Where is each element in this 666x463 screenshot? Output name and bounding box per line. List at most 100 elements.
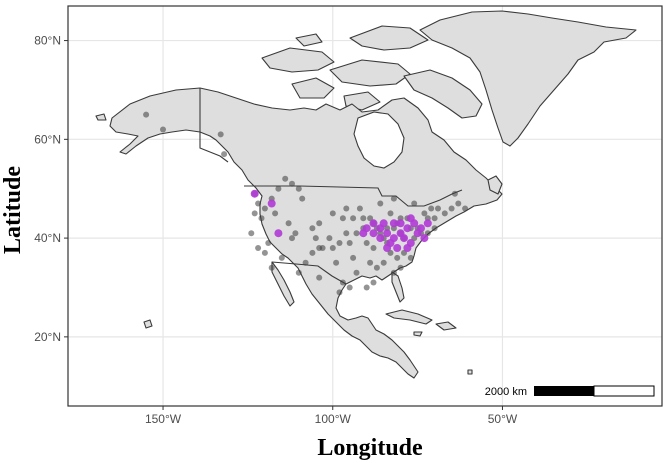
highlighted-occurrence-point <box>359 229 368 238</box>
occurrence-point <box>336 289 343 296</box>
occurrence-point <box>295 269 302 276</box>
scale-bar: 2000 km <box>485 385 655 398</box>
occurrence-point <box>316 220 323 227</box>
scale-bar-label: 2000 km <box>485 386 527 398</box>
occurrence-point <box>255 245 262 251</box>
occurrence-point <box>309 249 316 256</box>
arctic-island <box>329 59 411 87</box>
occurrence-point <box>356 205 363 212</box>
occurrence-point <box>265 240 272 246</box>
occurrence-point <box>421 210 428 217</box>
highlighted-occurrence-point <box>400 234 408 243</box>
occurrence-point <box>326 235 333 242</box>
hudson-bay <box>353 111 405 169</box>
highlighted-occurrence-point <box>369 219 378 228</box>
occurrence-point <box>448 205 455 212</box>
y-tick-label: 60°N <box>34 132 61 146</box>
occurrence-point <box>360 215 367 222</box>
occurrence-point <box>370 245 377 251</box>
greenland <box>419 10 637 147</box>
occurrence-point <box>261 249 268 256</box>
highlighted-occurrence-point <box>383 229 392 238</box>
baffin-island <box>403 69 483 119</box>
newfoundland <box>487 175 503 195</box>
arctic-island <box>261 47 335 73</box>
occurrence-point <box>295 185 302 192</box>
occurrence-point <box>261 205 268 212</box>
occurrence-point <box>255 200 262 207</box>
occurrence-point <box>428 205 435 212</box>
border-layer <box>199 88 463 285</box>
highlighted-occurrence-point <box>250 189 259 198</box>
occurrence-point <box>363 284 370 291</box>
highlighted-occurrence-point <box>420 234 429 243</box>
highlighted-occurrence-point <box>379 219 388 228</box>
occurrence-point <box>387 210 394 217</box>
cuba <box>385 309 433 325</box>
x-axis-title: Longitude <box>317 435 423 461</box>
occurrence-point <box>346 284 353 291</box>
occurrence-point <box>302 259 309 266</box>
occurrence-point <box>363 240 370 246</box>
occurrence-point <box>394 254 401 261</box>
occurrence-point <box>272 210 279 217</box>
jamaica <box>413 331 423 337</box>
scale-bar-white-segment <box>593 385 655 397</box>
occurrence-point <box>390 195 397 202</box>
occurrence-point <box>455 200 462 207</box>
y-axis-title: Latitude <box>0 166 26 254</box>
highlighted-occurrence-point <box>274 229 283 238</box>
occurrence-point <box>441 210 448 217</box>
occurrence-point <box>339 215 346 222</box>
highlighted-occurrence-point <box>383 244 392 252</box>
highlighted-occurrence-point <box>396 219 405 228</box>
occurrence-point <box>336 240 343 246</box>
alaska-canada-border <box>199 88 229 163</box>
occurrence-point <box>285 220 292 227</box>
occurrence-point <box>373 264 380 271</box>
highlighted-occurrence-point <box>369 229 378 238</box>
occurrence-point <box>350 254 357 261</box>
us-mexico-border <box>271 261 347 285</box>
x-tick-label: 50°W <box>488 412 518 426</box>
occurrence-point <box>143 111 150 118</box>
occurrence-point <box>316 274 323 281</box>
occurrence-point <box>289 235 295 242</box>
arctic-island <box>291 77 335 99</box>
occurrence-point <box>316 245 323 251</box>
points-layer <box>143 111 469 296</box>
occurrence-point <box>462 205 469 212</box>
occurrence-point <box>289 180 295 187</box>
arctic-island <box>295 33 323 47</box>
occurrence-point <box>312 235 319 242</box>
highlighted-occurrence-point <box>423 219 432 228</box>
occurrence-point <box>329 245 336 251</box>
occurrence-point <box>251 210 258 217</box>
occurrence-point <box>343 205 350 212</box>
y-tick-label: 20°N <box>34 330 61 344</box>
occurrence-point <box>367 259 374 266</box>
land-layer <box>95 10 637 379</box>
highlighted-occurrence-point <box>403 224 412 233</box>
y-tick-label: 40°N <box>34 231 61 245</box>
occurrence-point <box>329 210 336 217</box>
highlighted-occurrence-point <box>267 199 276 208</box>
scale-bar-black-segment <box>534 386 594 396</box>
occurrence-point <box>299 195 306 202</box>
occurrence-point <box>407 254 414 261</box>
occurrence-point <box>275 185 282 192</box>
occurrence-point <box>282 175 289 182</box>
occurrence-point <box>431 225 438 232</box>
highlighted-occurrence-point <box>413 229 422 238</box>
hawaii <box>143 319 153 329</box>
occurrence-point <box>248 230 255 237</box>
occurrence-point <box>217 131 224 138</box>
occurrence-point <box>221 151 228 158</box>
occurrence-point <box>370 279 377 286</box>
occurrence-point <box>380 259 387 266</box>
occurrence-point <box>292 230 299 237</box>
baja-california <box>271 261 295 307</box>
plot-frame <box>67 5 663 407</box>
y-tick-label: 80°N <box>34 34 61 48</box>
